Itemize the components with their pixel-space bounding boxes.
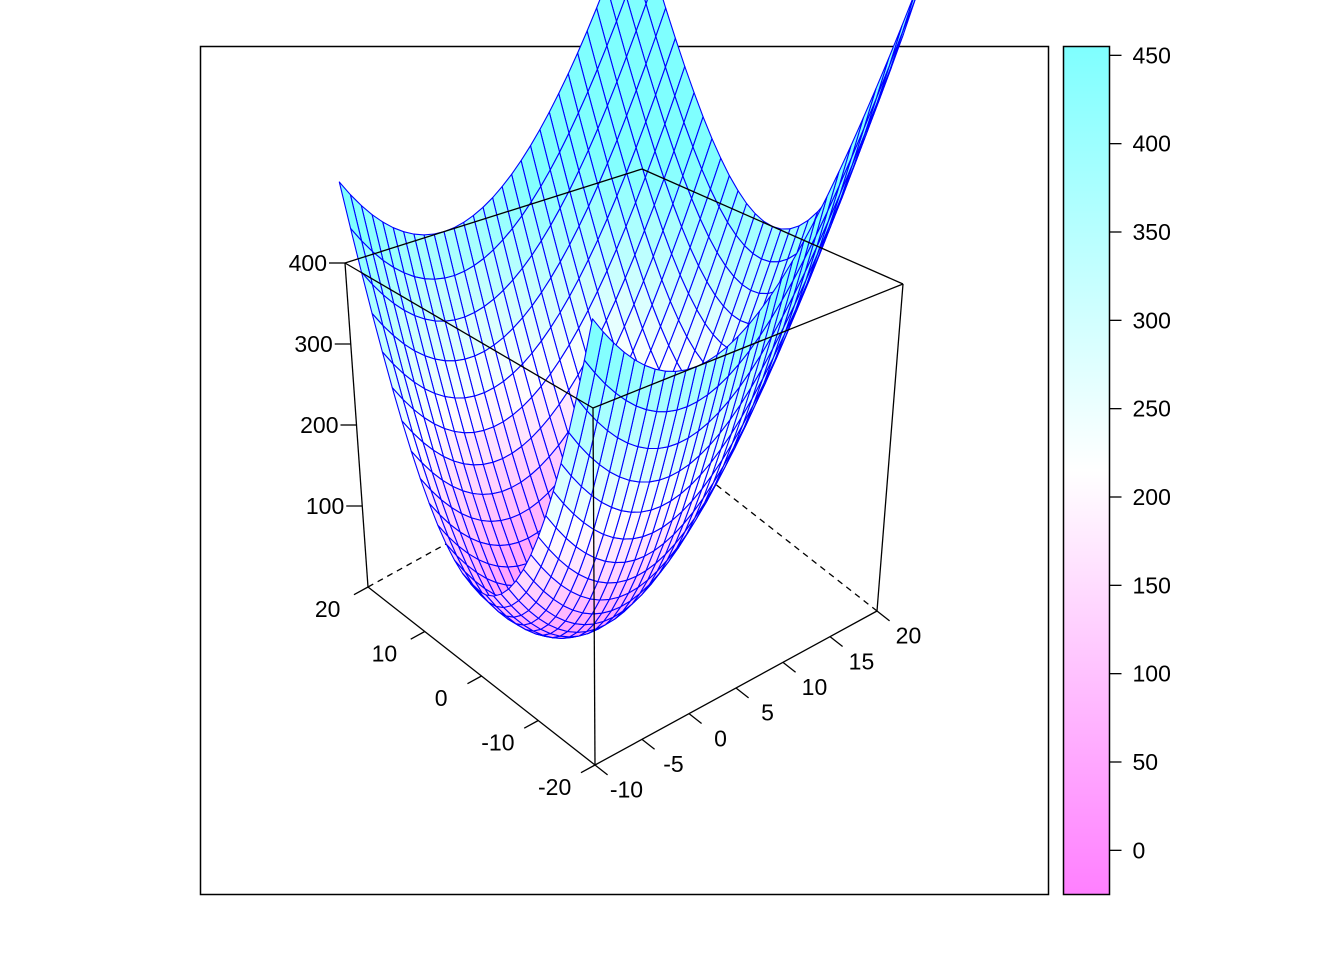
- colorbar-gradient: [1062, 45, 1111, 896]
- y-axis-20-label: 20: [315, 596, 341, 622]
- x-axis-0-label: 0: [714, 725, 727, 751]
- surface-mesh: [338, 0, 916, 639]
- z-axis-400-label: 400: [289, 250, 327, 276]
- colorbar: 0 50 100 150 200 250 300 350 400 450: [1062, 42, 1171, 896]
- colorbar-label-350: 350: [1133, 219, 1171, 245]
- colorbar-label-450: 450: [1133, 42, 1171, 68]
- box-edge-right-vertical: [876, 283, 904, 612]
- y-axis-0-tick: [467, 675, 482, 685]
- box-edge-top-front-y: [344, 262, 594, 409]
- box-edge-front-vertical: [592, 407, 596, 766]
- y-axis--10-tick: [523, 719, 539, 729]
- box-edge-back-bottom-x: [648, 431, 878, 612]
- y-axis-10-tick: [410, 630, 426, 640]
- colorbar-label-250: 250: [1133, 396, 1171, 422]
- z-axis-300-label: 300: [294, 331, 332, 357]
- colorbar-label-200: 200: [1133, 484, 1171, 510]
- x-axis-20-label: 20: [896, 623, 922, 649]
- x-axis-15-tick: [829, 636, 843, 648]
- y-axis-20-tick: [353, 586, 369, 596]
- colorbar-label-300: 300: [1133, 307, 1171, 333]
- x-axis-10-tick: [782, 661, 796, 673]
- z-axis-200-label: 200: [300, 412, 338, 438]
- surface-facet: [583, 318, 604, 374]
- colorbar-label-0: 0: [1133, 837, 1146, 863]
- x-axis--5-label: -5: [663, 751, 683, 777]
- x-axis-5-label: 5: [761, 700, 774, 726]
- box-edge-top-back-y: [344, 168, 643, 264]
- colorbar-label-50: 50: [1133, 749, 1159, 775]
- surface-facet: [850, 88, 877, 159]
- y-axis-0-label: 0: [435, 685, 448, 711]
- x-axis--10-label: -10: [610, 777, 643, 803]
- axes: -10 -5 0 5 10 15 20 -20 -10 0 10 20 100 200 300 400: [289, 250, 922, 803]
- colorbar-label-100: 100: [1133, 661, 1171, 687]
- colorbar-label-400: 400: [1133, 131, 1171, 157]
- x-axis-10-label: 10: [802, 674, 828, 700]
- y-axis--10-label: -10: [481, 730, 514, 756]
- x-axis--5-tick: [641, 738, 655, 750]
- x-axis-20-tick: [876, 610, 890, 622]
- y-axis--20-label: -20: [538, 774, 571, 800]
- box-edge-top-front-x: [592, 283, 904, 409]
- colorbar-label-150: 150: [1133, 572, 1171, 598]
- box-edge-top-back-x: [641, 168, 904, 285]
- x-axis-0-tick: [688, 713, 702, 725]
- y-axis-10-label: 10: [372, 641, 398, 667]
- y-axis--20-tick: [580, 764, 596, 774]
- z-axis-100-label: 100: [306, 493, 344, 519]
- x-axis-15-label: 15: [849, 648, 875, 674]
- x-axis-5-tick: [735, 687, 749, 699]
- x-axis--10-tick: [594, 764, 608, 776]
